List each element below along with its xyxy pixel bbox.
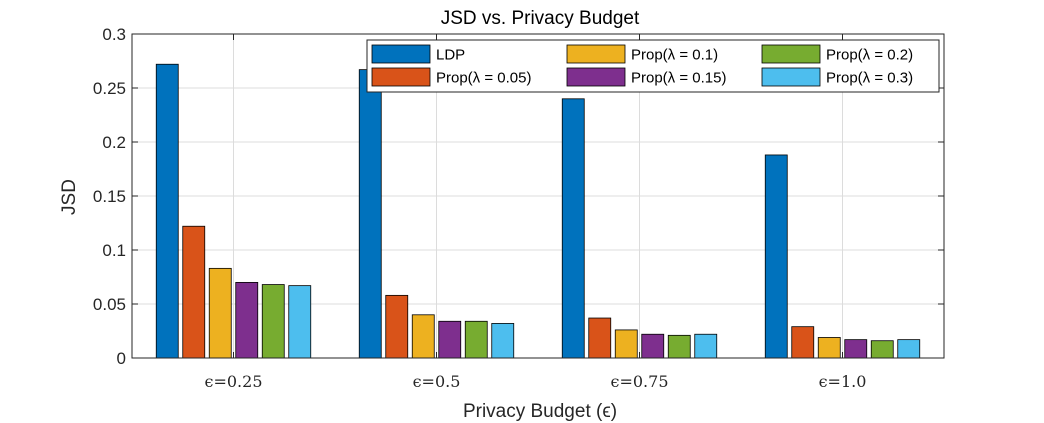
bar [614,329,638,359]
bar [182,225,206,359]
bar [764,154,788,359]
bar [288,285,312,359]
y-axis-title: JSD [59,179,80,215]
bar [641,333,665,359]
legend-swatch [761,44,821,64]
x-tick-label: ϵ=1.0 [819,372,867,391]
x-tick-label: ϵ=0.75 [611,372,669,391]
bar [235,281,259,359]
bar [694,333,718,359]
bar [588,317,612,359]
legend: LDP Prop(λ = 0.05) Prop(λ = 0.1) Prop(λ = 0… [366,39,940,93]
bar [261,284,285,359]
x-tick-label: ϵ=0.5 [413,372,461,391]
x-tick-label: ϵ=0.25 [205,372,263,391]
bar [385,294,409,359]
legend-swatch [566,44,626,64]
chart-title: JSD vs. Privacy Budget [441,8,640,29]
bar [438,320,462,359]
legend-box [366,39,940,93]
legend-label: Prop(λ = 0.3) [826,70,913,87]
bar [561,98,585,359]
y-tick-label: 0.25 [93,79,126,98]
legend-swatch [371,67,431,87]
legend-label: LDP [436,47,465,64]
legend-swatch [371,44,431,64]
legend-label: Prop(λ = 0.1) [631,47,718,64]
y-tick-label: 0.1 [102,241,126,260]
legend-swatch [761,67,821,87]
legend-label: Prop(λ = 0.15) [631,70,726,87]
bar [897,339,921,359]
bar [791,326,815,359]
bar [491,323,515,359]
bar [411,314,435,359]
y-tick-label: 0.3 [102,25,126,44]
legend-label: Prop(λ = 0.2) [826,47,913,64]
legend-label: Prop(λ = 0.05) [436,70,531,87]
y-tick-label: 0.2 [102,133,126,152]
bar [817,337,841,359]
y-tick-label: 0 [117,349,126,368]
y-tick-label: 0.05 [93,295,126,314]
bar [464,320,488,359]
bar [844,339,868,359]
bar [667,334,691,359]
x-axis-title: Privacy Budget (ϵ) [463,401,617,422]
bar [155,63,179,359]
bar [870,340,894,359]
y-tick-label: 0.15 [93,187,126,206]
bar [358,69,382,359]
legend-swatch [566,67,626,87]
bar [208,267,232,359]
